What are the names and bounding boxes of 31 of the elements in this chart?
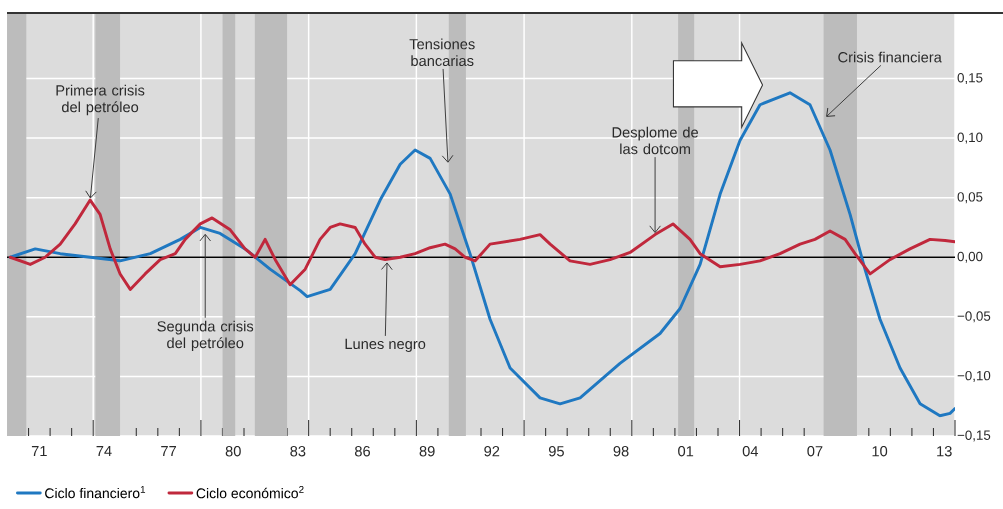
line-series (8, 198, 955, 291)
annotation: Tensiones bancarias (409, 38, 475, 67)
annotation: Crisis financiera (838, 51, 942, 63)
x-tick-label: 77 (161, 446, 177, 457)
x-tick-label: 74 (96, 446, 112, 457)
y-tick-label: 0,05 (957, 192, 983, 204)
x-tick-label: 01 (678, 446, 694, 457)
x-tick-label: 04 (742, 446, 759, 457)
legend-label: Ciclo económico$^{2}$ (196, 486, 304, 499)
legend-label: Ciclo financiero$^{1}$ (45, 486, 146, 499)
x-tick-label: 80 (225, 446, 241, 457)
y-tick-label: 0,10 (957, 132, 983, 144)
x-tick-label: 71 (31, 446, 47, 457)
x-tick-label: 10 (872, 446, 888, 457)
y-tick-label: −0,15 (957, 430, 991, 442)
x-tick-label: 86 (354, 446, 371, 457)
y-tick-label: 0,00 (957, 251, 983, 263)
annotation: Lunes negro (345, 338, 426, 352)
annotation: Segunda crisis del petróleo (157, 320, 254, 352)
y-tick-label: −0,10 (957, 370, 991, 382)
annotation: Primera crisis del petróleo (56, 84, 145, 116)
x-tick-label: 13 (937, 446, 952, 457)
x-tick-label: 98 (613, 446, 629, 457)
x-tick-label: 07 (807, 446, 823, 457)
y-tick-label: −0,05 (957, 311, 991, 323)
x-tick-label: 92 (484, 446, 500, 457)
x-tick-label: 83 (290, 446, 306, 457)
x-tick-label: 95 (548, 446, 564, 457)
annotation: Desplome de las dotcom (612, 126, 699, 155)
y-tick-label: 0,15 (957, 73, 983, 85)
x-tick-label: 89 (419, 446, 435, 457)
